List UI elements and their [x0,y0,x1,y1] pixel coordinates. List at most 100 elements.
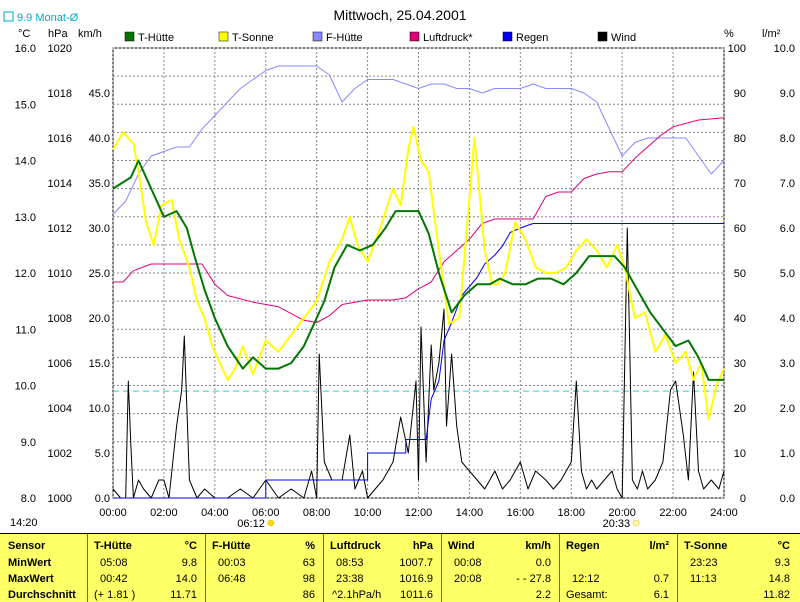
tick-x: 12:00 [405,507,433,519]
tick-right1: 90 [734,88,746,100]
luftdruck-min-val: 1007.7 [399,557,433,569]
series-regen [113,223,724,499]
t-huette-max-time: 00:42 [100,573,128,585]
t-huette-max-val: 14.0 [175,573,197,585]
regen-max-time: 12:12 [572,573,600,585]
tick-left2: 1008 [48,313,72,325]
top-left-marker: 9.9 Monat-Ø [3,11,79,24]
series-thtte [112,159,724,381]
t-sonne-min-time: 23:23 [690,557,718,569]
t-huette-unit: °C [184,540,197,552]
tick-x: 14:00 [456,507,484,519]
tick-labels: 8.09.010.011.012.013.014.015.016.0100010… [15,43,795,519]
sunrise-icon [267,519,275,527]
legend-label: F-Hütte [326,32,363,44]
tick-right2: 4.0 [780,313,795,325]
tick-right1: 0 [740,493,746,505]
tick-right1: 30 [734,358,746,370]
tick-left1: 8.0 [21,493,36,505]
tick-x: 16:00 [507,507,535,519]
f-huette-header: F-Hütte [212,540,251,552]
legend-swatch [312,31,323,42]
luftdruck-max-time: 23:38 [336,573,364,585]
tick-left2: 1000 [48,493,72,505]
tick-left3: 15.0 [89,358,110,370]
row-label-min: MinWert [8,557,52,569]
unit-left1: °C [18,28,30,40]
tick-left3: 40.0 [89,133,110,145]
legend-swatch [409,31,420,42]
f-huette-avg-val: 86 [302,589,315,601]
tick-right1: 60 [734,223,746,235]
tick-x: 24:00 [710,507,738,519]
tick-right2: 9.0 [780,88,795,100]
stats-col-t-sonne: T-Sonne °C 23:23 9.3 11:13 14.8 11.82 [678,534,800,602]
f-huette-max-val: 98 [302,573,315,585]
tick-left2: 1016 [48,133,72,145]
tick-right2: 6.0 [780,223,795,235]
tick-x: 04:00 [201,507,229,519]
chart-title: Mittwoch, 25.04.2001 [333,7,466,23]
tick-left2: 1020 [48,43,72,55]
wind-max-val: - - 27.8 [516,573,551,585]
tick-right2: 10.0 [774,43,795,55]
legend-swatch [124,31,135,42]
sunset-icon [632,519,640,527]
tick-x: 08:00 [303,507,331,519]
t-sonne-min-val: 9.3 [774,557,790,569]
tick-left2: 1014 [48,178,72,190]
weather-chart: 9.9 Monat-Ø Mittwoch, 25.04.2001 °C hPa … [3,7,795,530]
luftdruck-min-time: 08:53 [336,557,364,569]
tick-right1: 40 [734,313,746,325]
axis-unit-labels: °C hPa km/h % l/m² [18,28,781,40]
grid [112,47,725,499]
legend-swatch [502,31,513,42]
legend: T-Hütte T-Sonne F-Hütte Luftdruck* Regen Wind [124,31,636,44]
regen-header: Regen [566,540,600,552]
unit-left2: hPa [48,28,68,40]
tick-x: 18:00 [557,507,585,519]
time-label: 14:20 [10,517,38,529]
tick-left2: 1012 [48,223,72,235]
stats-header-sensor: Sensor [8,540,46,552]
tick-right2: 5.0 [780,268,795,280]
stats-col-sensor: Sensor MinWert MaxWert Durchschnitt [0,534,88,602]
tick-left3: 30.0 [89,223,110,235]
t-sonne-unit: °C [777,540,790,552]
regen-unit: l/m² [649,540,669,552]
regen-total-val: 6.1 [653,589,669,601]
tick-left3: 0.0 [95,493,110,505]
tick-right2: 1.0 [780,448,795,460]
tick-x: 22:00 [659,507,687,519]
series-fhtte [112,65,725,215]
row-label-avg: Durchschnitt [8,589,76,601]
monat-checkbox[interactable] [3,11,14,22]
sun-marks: 06:12 20:33 [237,518,640,530]
tick-right1: 80 [734,133,746,145]
tick-left3: 10.0 [89,403,110,415]
t-huette-header: T-Hütte [94,540,132,552]
tick-right2: 0.0 [780,493,795,505]
tick-right1: 50 [734,268,746,280]
tick-left1: 12.0 [15,268,36,280]
t-sonne-max-time: 11:13 [690,573,717,585]
tick-right2: 3.0 [780,358,795,370]
series-luftdruck [113,117,725,323]
stats-col-regen: Regen l/m² 12:12 0.7 Gesamt: 6.1 [560,534,678,602]
sun-mark-time: 20:33 [603,518,631,530]
luftdruck-unit: hPa [412,540,433,552]
tick-left1: 16.0 [15,43,36,55]
tick-x: 06:00 [252,507,280,519]
tick-left2: 1002 [48,448,72,460]
wind-min-time: 00:08 [454,557,482,569]
series-lines [112,65,725,499]
tick-left1: 9.0 [21,437,36,449]
tick-left1: 10.0 [15,381,36,393]
stats-panel: Sensor MinWert MaxWert Durchschnitt T-Hü… [0,533,800,602]
t-sonne-header: T-Sonne [684,540,728,552]
wind-unit: km/h [525,540,551,552]
stats-col-f-huette: F-Hütte % 00:03 63 06:48 98 86 [206,534,324,602]
legend-label: Luftdruck* [423,32,473,44]
t-sonne-avg-val: 11.82 [763,589,790,601]
